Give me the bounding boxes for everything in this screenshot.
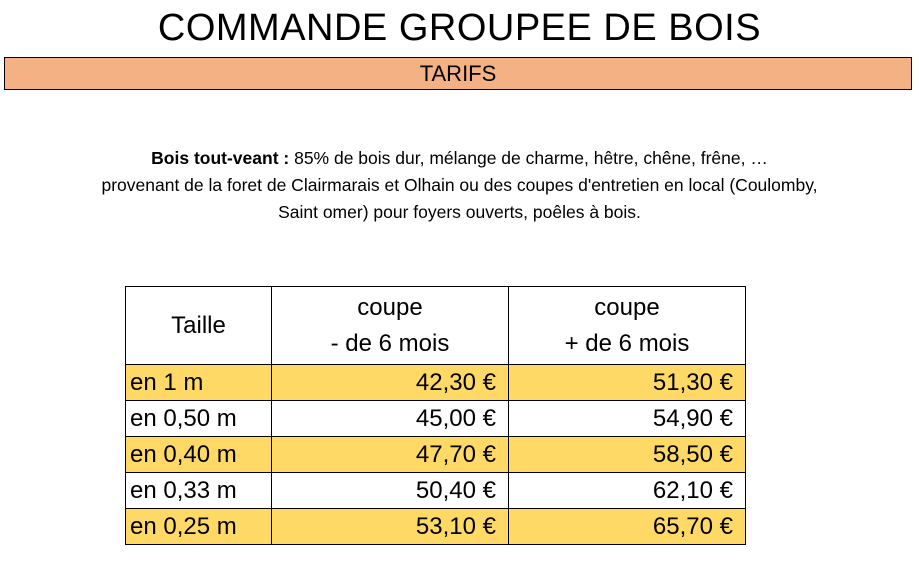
row-size: en 0,50 m (125, 400, 272, 437)
price-table: Taille coupe - de 6 mois coupe + de 6 mo… (125, 286, 746, 545)
table-row: en 0,50 m 45,00 € 54,90 € (125, 400, 746, 437)
table-row: en 0,33 m 50,40 € 62,10 € (125, 472, 746, 509)
row-size: en 0,40 m (125, 436, 272, 473)
row-price-under-6: 53,10 € (271, 508, 509, 545)
tarifs-banner: TARIFS (4, 57, 912, 90)
row-price-under-6: 42,30 € (271, 364, 509, 401)
row-price-over-6: 58,50 € (508, 436, 746, 473)
header-over-6-line-1: coupe (594, 293, 660, 321)
table-row: en 1 m 42,30 € 51,30 € (125, 364, 746, 401)
description-bold-label: Bois tout-veant : (151, 148, 290, 168)
description-line-1-text: 85% de bois dur, mélange de charme, hêtr… (289, 148, 768, 168)
row-size: en 0,25 m (125, 508, 272, 545)
row-price-over-6: 54,90 € (508, 400, 746, 437)
header-under-6-months: coupe - de 6 mois (271, 286, 509, 365)
header-size: Taille (125, 286, 272, 365)
row-price-over-6: 62,10 € (508, 472, 746, 509)
row-price-over-6: 51,30 € (508, 364, 746, 401)
table-header-row: Taille coupe - de 6 mois coupe + de 6 mo… (125, 286, 746, 365)
description-line-2: provenant de la foret de Clairmarais et … (101, 175, 818, 195)
row-size: en 0,33 m (125, 472, 272, 509)
wood-description: Bois tout-veant : 85% de bois dur, mélan… (0, 145, 919, 226)
row-price-under-6: 50,40 € (271, 472, 509, 509)
header-under-6-line-2: - de 6 mois (330, 329, 450, 357)
description-line-3: Saint omer) pour foyers ouverts, poêles … (278, 202, 641, 222)
row-size: en 1 m (125, 364, 272, 401)
header-over-6-line-2: + de 6 mois (564, 329, 690, 357)
header-under-6-line-1: coupe (357, 293, 423, 321)
row-price-over-6: 65,70 € (508, 508, 746, 545)
row-price-under-6: 47,70 € (271, 436, 509, 473)
description-line-1: Bois tout-veant : 85% de bois dur, mélan… (0, 145, 919, 172)
header-over-6-months: coupe + de 6 mois (508, 286, 746, 365)
row-price-under-6: 45,00 € (271, 400, 509, 437)
page-title: COMMANDE GROUPEE DE BOIS (157, 7, 762, 49)
table-row: en 0,25 m 53,10 € 65,70 € (125, 508, 746, 545)
table-row: en 0,40 m 47,70 € 58,50 € (125, 436, 746, 473)
